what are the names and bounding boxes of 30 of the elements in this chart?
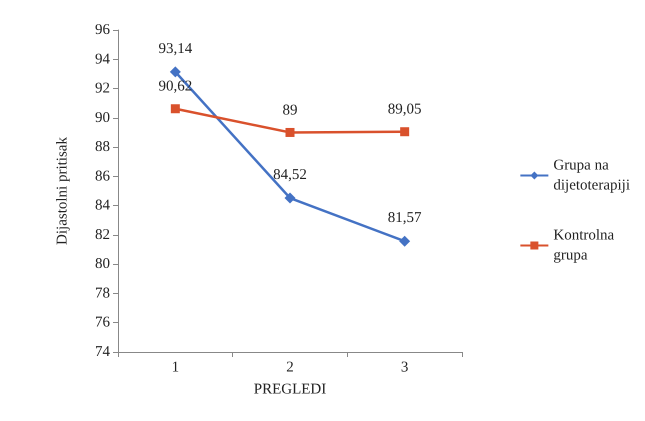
- legend-label: Grupa na dijetoterapiji: [553, 158, 630, 194]
- data-label: 89: [282, 102, 298, 118]
- x-tick-label: 2: [286, 360, 294, 376]
- point: [400, 127, 410, 136]
- y-tick-label: 84: [95, 198, 110, 214]
- data-label: 89,05: [388, 102, 422, 118]
- y-tick-label: 76: [95, 314, 110, 331]
- y-axis-title: Dijastolni pritisak: [54, 136, 70, 245]
- point: [284, 192, 296, 204]
- y-tick-label: 88: [95, 139, 110, 156]
- data-label: 81,57: [388, 210, 422, 226]
- x-tick-label: 1: [172, 360, 180, 376]
- y-tick-label: 80: [95, 256, 110, 272]
- data-label: 93,14: [158, 40, 193, 57]
- data-label: 84,52: [273, 167, 307, 184]
- y-tick-label: 86: [95, 168, 110, 184]
- y-tick-label: 78: [95, 285, 110, 302]
- x-axis-title: PREGLEDI: [254, 382, 326, 398]
- y-tick-label: 94: [95, 51, 110, 68]
- point: [399, 236, 410, 247]
- y-tick-label: 90: [95, 110, 110, 126]
- point: [286, 128, 294, 137]
- y-tick-label: 82: [95, 226, 110, 243]
- legend-label: Kontrolna grupa: [553, 228, 615, 264]
- point: [170, 66, 181, 78]
- y-tick-label: 96: [95, 22, 110, 38]
- point: [170, 104, 180, 114]
- y-tick-label: 92: [95, 80, 110, 97]
- y-tick-label: 74: [95, 344, 110, 360]
- x-tick-label: 3: [400, 360, 408, 376]
